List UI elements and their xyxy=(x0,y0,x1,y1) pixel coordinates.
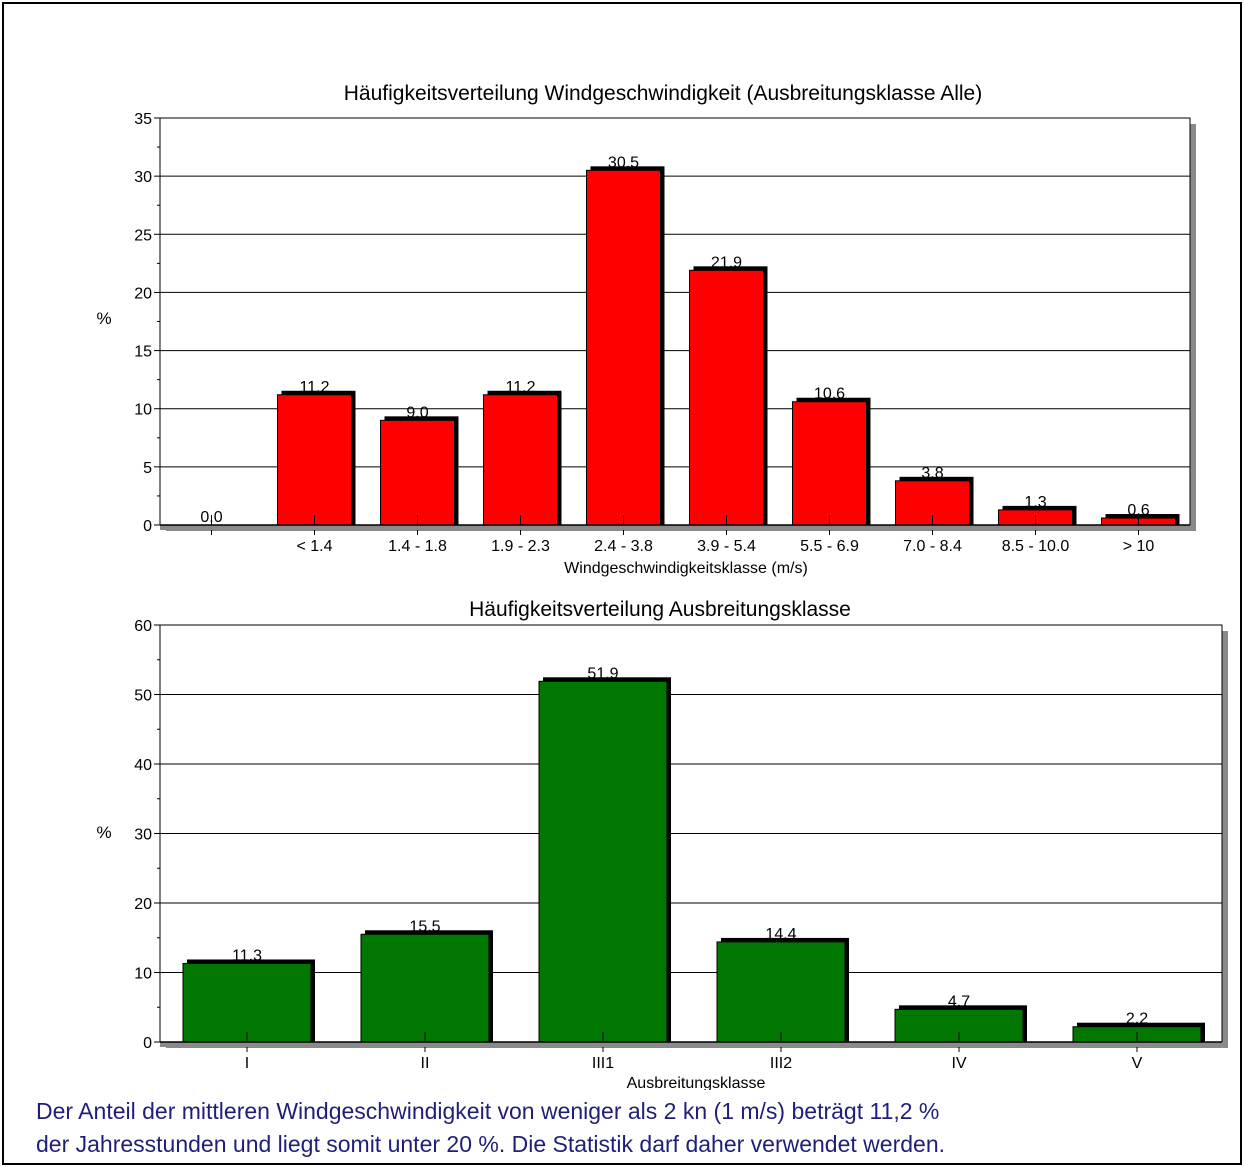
y-tick-label: 0 xyxy=(143,518,152,535)
data-label: 0.6 xyxy=(1127,502,1149,519)
x-tick-label: III1 xyxy=(592,1055,614,1072)
stability-class-chart: 0 10 20 30 40 50 60 11.3 I 15.5 II 51.9 III1 14.4 III2… xyxy=(96,598,1228,1090)
y-tick-label: 50 xyxy=(134,688,152,705)
bar xyxy=(483,394,558,526)
data-label: 2.2 xyxy=(1126,1011,1148,1028)
caption-line-1: Der Anteil der mittleren Windgeschwindig… xyxy=(36,1098,940,1124)
y-tick-label: 60 xyxy=(134,618,152,635)
x-axis-label: Windgeschwindigkeitsklasse (m/s) xyxy=(564,560,808,577)
bar xyxy=(380,419,455,526)
data-label: 21.9 xyxy=(711,254,742,271)
data-label: 10.6 xyxy=(814,386,845,403)
x-tick-label: III2 xyxy=(770,1055,792,1072)
data-label: 15.5 xyxy=(409,918,440,935)
x-tick-label: 1.9 - 2.3 xyxy=(491,538,550,555)
bar xyxy=(586,169,661,526)
x-tick-label: 3.9 - 5.4 xyxy=(697,538,756,555)
x-tick-label: 2.4 - 3.8 xyxy=(594,538,653,555)
y-axis-label: % xyxy=(96,309,111,328)
y-axis-label: % xyxy=(96,823,111,842)
bar xyxy=(182,962,312,1043)
x-tick-label: V xyxy=(1132,1055,1143,1072)
bar xyxy=(792,401,867,526)
x-tick-label: IV xyxy=(951,1055,966,1072)
data-label: 14.4 xyxy=(765,926,796,943)
data-label: 51.9 xyxy=(587,665,618,682)
data-label: 3.8 xyxy=(921,465,943,482)
axis-shadow xyxy=(160,1042,1228,1047)
x-tick-label: 7.0 - 8.4 xyxy=(903,538,962,555)
chart-title: Häufigkeitsverteilung Windgeschwindigkei… xyxy=(344,82,982,105)
bar xyxy=(716,941,846,1043)
y-tick-label: 15 xyxy=(134,344,152,361)
data-label: 30.5 xyxy=(608,154,639,171)
y-tick-label: 10 xyxy=(134,402,152,419)
y-tick-label: 30 xyxy=(134,169,152,186)
caption-line-2: der Jahresstunden und liegt somit unter … xyxy=(36,1131,945,1157)
x-tick-label: 5.5 - 6.9 xyxy=(800,538,859,555)
data-label: 1.3 xyxy=(1024,494,1046,511)
y-tick-label: 35 xyxy=(134,111,152,128)
y-tick-label: 10 xyxy=(134,966,152,983)
caption: Der Anteil der mittleren Windgeschwindig… xyxy=(36,1095,1236,1161)
x-tick-label: II xyxy=(421,1055,430,1072)
x-axis-label: Ausbreitungsklasse xyxy=(627,1075,766,1090)
bar xyxy=(689,269,764,526)
y-tick-label: 5 xyxy=(143,460,152,477)
chart-title: Häufigkeitsverteilung Ausbreitungsklasse xyxy=(469,598,851,621)
bar xyxy=(277,394,352,526)
x-tick-label: 8.5 - 10.0 xyxy=(1002,538,1070,555)
bar xyxy=(360,933,490,1043)
y-tick-label: 30 xyxy=(134,827,152,844)
data-label: 11.3 xyxy=(232,947,262,964)
data-label: 11.2 xyxy=(506,379,536,396)
x-tick-label: > 10 xyxy=(1123,538,1155,555)
x-tick-label: 1.4 - 1.8 xyxy=(388,538,447,555)
y-tick-label: 0 xyxy=(143,1035,152,1052)
axis-shadow xyxy=(160,525,1196,530)
data-label: 11.2 xyxy=(300,379,330,396)
x-tick-label: < 1.4 xyxy=(296,538,332,555)
x-tick-label: I xyxy=(245,1055,249,1072)
bar xyxy=(538,680,668,1043)
y-tick-label: 40 xyxy=(134,757,152,774)
data-label: 4.7 xyxy=(948,993,970,1010)
y-tick-label: 20 xyxy=(134,896,152,913)
y-tick-label: 25 xyxy=(134,227,152,244)
data-label: 9.0 xyxy=(406,404,428,421)
y-tick-label: 20 xyxy=(134,285,152,302)
